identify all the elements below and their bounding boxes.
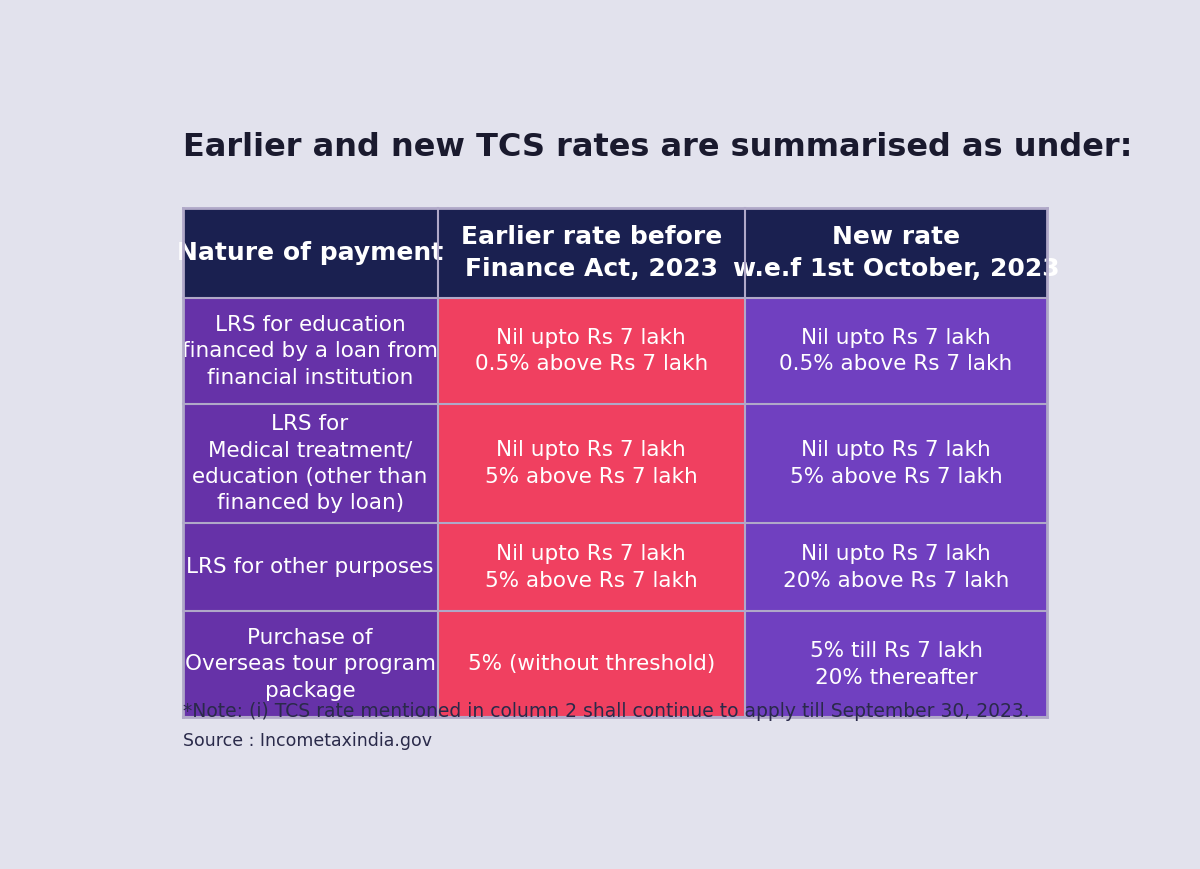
Bar xyxy=(182,208,438,298)
Bar xyxy=(182,298,438,404)
Bar xyxy=(438,523,745,612)
Text: LRS for
Medical treatment/
education (other than
financed by loan): LRS for Medical treatment/ education (ot… xyxy=(192,414,428,514)
Text: Earlier and new TCS rates are summarised as under:: Earlier and new TCS rates are summarised… xyxy=(182,132,1132,163)
Bar xyxy=(745,208,1048,298)
Text: Nil upto Rs 7 lakh
0.5% above Rs 7 lakh: Nil upto Rs 7 lakh 0.5% above Rs 7 lakh xyxy=(780,328,1013,375)
Text: Source : Incometaxindia.gov: Source : Incometaxindia.gov xyxy=(182,733,432,750)
Bar xyxy=(438,404,745,523)
Text: 5% (without threshold): 5% (without threshold) xyxy=(468,654,715,674)
Text: Purchase of
Overseas tour program
package: Purchase of Overseas tour program packag… xyxy=(185,628,436,700)
Bar xyxy=(182,523,438,612)
Text: Nil upto Rs 7 lakh
0.5% above Rs 7 lakh: Nil upto Rs 7 lakh 0.5% above Rs 7 lakh xyxy=(474,328,708,375)
Text: Nil upto Rs 7 lakh
5% above Rs 7 lakh: Nil upto Rs 7 lakh 5% above Rs 7 lakh xyxy=(790,441,1002,487)
Bar xyxy=(182,404,438,523)
Bar xyxy=(745,523,1048,612)
Text: *Note: (i) TCS rate mentioned in column 2 shall continue to apply till September: *Note: (i) TCS rate mentioned in column … xyxy=(182,701,1030,720)
Text: LRS for other purposes: LRS for other purposes xyxy=(186,557,434,577)
Bar xyxy=(438,208,745,298)
Bar xyxy=(745,404,1048,523)
Bar xyxy=(745,298,1048,404)
Text: Nil upto Rs 7 lakh
5% above Rs 7 lakh: Nil upto Rs 7 lakh 5% above Rs 7 lakh xyxy=(485,544,697,591)
Text: Nature of payment: Nature of payment xyxy=(176,242,443,265)
Text: New rate
w.e.f 1st October, 2023: New rate w.e.f 1st October, 2023 xyxy=(733,225,1060,281)
Text: LRS for education
financed by a loan from
financial institution: LRS for education financed by a loan fro… xyxy=(182,315,438,388)
Bar xyxy=(438,612,745,717)
Text: Nil upto Rs 7 lakh
5% above Rs 7 lakh: Nil upto Rs 7 lakh 5% above Rs 7 lakh xyxy=(485,441,697,487)
Text: Earlier rate before
Finance Act, 2023: Earlier rate before Finance Act, 2023 xyxy=(461,225,722,281)
Text: Nil upto Rs 7 lakh
20% above Rs 7 lakh: Nil upto Rs 7 lakh 20% above Rs 7 lakh xyxy=(782,544,1009,591)
Text: 5% till Rs 7 lakh
20% thereafter: 5% till Rs 7 lakh 20% thereafter xyxy=(810,641,983,687)
Bar xyxy=(745,612,1048,717)
Bar xyxy=(438,298,745,404)
Bar xyxy=(182,612,438,717)
